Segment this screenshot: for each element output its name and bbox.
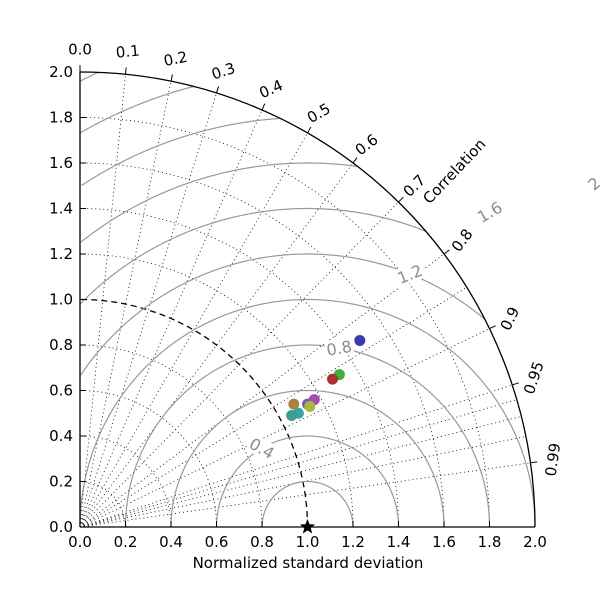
correlation-tick-mark [398,196,404,203]
y-tick-label: 0.4 [49,427,73,445]
rms-label-bg [245,433,279,463]
std-grid-arc [79,208,399,528]
correlation-tick-label: 0.9 [497,304,524,333]
correlation-tick-mark [512,382,519,386]
correlation-tick-label: 0.4 [257,76,286,102]
rms-contour [79,207,426,305]
correlation-tick-label: 0.99 [542,442,565,478]
y-tick-label: 1.2 [49,245,73,263]
rms-label-bg [323,336,355,360]
std-grid-arc [79,344,263,528]
correlation-tick-mark [125,67,127,75]
correlation-tick-label: 0.2 [162,48,189,70]
correlation-tick-mark [443,249,450,255]
y-tick-label: 2.0 [49,63,73,81]
std-grid-arc [79,162,445,528]
data-point [286,410,298,422]
x-tick-label: 0.6 [205,533,229,551]
x-tick-label: 0.0 [68,533,92,551]
correlation-axis-title: Correlation [419,135,489,207]
y-tick-label: 1.6 [49,154,73,172]
rms-contour [215,435,400,527]
data-point [288,398,300,410]
x-tick-label: 0.4 [159,533,183,551]
rms-contour-label: 0.4 [246,434,278,463]
rms-contour [124,344,491,527]
x-tick-label: 1.2 [341,533,365,551]
data-points [286,334,366,534]
x-tick-label: 1.6 [432,533,456,551]
correlation-tick-label: 0.1 [115,41,141,61]
std-grid-arc [79,390,217,528]
correlation-tick-mark [261,103,266,111]
y-tick-label: 0.0 [49,518,73,536]
correlation-tick-mark [170,74,173,82]
x-tick-label: 1.8 [478,533,502,551]
rms-contour [170,389,445,527]
rms-contour-label: 1.6 [474,198,506,227]
rms-contours: 0.40.81.21.62.0 [79,71,600,527]
correlation-grid-ray [79,109,263,528]
x-axis-title: Normalized standard deviation [193,554,424,572]
rms-contour [261,480,354,527]
rms-contour-label: 0.8 [325,337,353,360]
std-grid-arc [79,481,126,528]
ticks: 0.00.00.20.20.40.40.60.60.80.81.01.01.21… [49,40,564,551]
correlation-grid-ray [79,92,217,528]
data-point [354,334,366,346]
y-tick-label: 0.8 [49,336,73,354]
correlation-tick-mark [530,461,538,464]
correlation-tick-label: 0.0 [68,40,92,58]
correlation-tick-label: 0.5 [304,99,334,127]
x-tick-label: 0.2 [114,533,138,551]
y-tick-label: 1.0 [49,291,73,309]
rms-label-bg [472,196,507,227]
std-grid-arc [79,117,490,528]
reference-std-arc [79,298,309,528]
correlation-tick-mark [352,157,358,164]
x-tick-label: 2.0 [523,533,547,551]
correlation-tick-label: 0.3 [209,59,237,83]
rms-contour [79,298,536,527]
x-tick-label: 0.8 [250,533,274,551]
rms-contour-label: 2.0 [584,163,600,194]
rms-label-bg [393,260,427,288]
y-tick-label: 0.6 [49,382,73,400]
correlation-tick-label: 0.95 [520,359,548,396]
y-tick-label: 1.8 [49,109,73,127]
reference-star-marker [299,519,316,534]
grid [79,74,531,528]
rms-contour [80,71,99,82]
x-tick-label: 1.0 [296,533,320,551]
x-tick-label: 1.4 [387,533,411,551]
y-tick-label: 0.2 [49,473,73,491]
correlation-tick-label: 0.6 [352,130,382,159]
rms-contour [80,162,357,243]
correlation-tick-mark [307,126,312,134]
rms-contour [81,117,279,187]
data-point [304,400,316,412]
correlation-tick-mark [489,325,496,330]
outer-arc [79,71,536,528]
y-tick-label: 1.4 [49,200,73,218]
correlation-tick-mark [216,86,220,94]
correlation-tick-label: 0.8 [448,225,477,255]
data-point [327,373,339,385]
rms-contour [79,85,194,134]
